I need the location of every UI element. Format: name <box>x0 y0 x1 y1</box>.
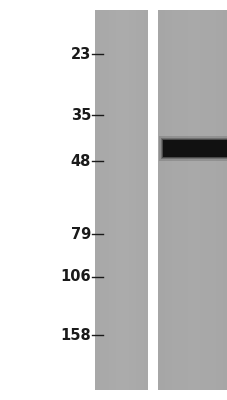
Bar <box>95 10 147 390</box>
Bar <box>208 10 211 390</box>
Bar <box>192 10 195 390</box>
Text: 23: 23 <box>70 46 91 62</box>
Bar <box>169 10 171 390</box>
Bar <box>222 10 225 390</box>
Bar <box>161 139 227 158</box>
Bar <box>103 10 105 390</box>
Bar <box>107 10 109 390</box>
Bar <box>138 10 140 390</box>
Bar <box>185 10 188 390</box>
Bar <box>100 10 102 390</box>
Bar <box>171 10 174 390</box>
Text: 35: 35 <box>70 108 91 123</box>
Bar <box>114 10 116 390</box>
Bar <box>215 10 218 390</box>
Bar <box>174 10 176 390</box>
Bar <box>105 10 107 390</box>
Bar <box>197 10 199 390</box>
Bar <box>206 10 208 390</box>
Bar <box>162 10 164 390</box>
Bar <box>157 10 160 390</box>
Text: 106: 106 <box>60 270 91 284</box>
Bar <box>218 10 220 390</box>
Bar <box>96 10 98 390</box>
Bar <box>158 136 227 161</box>
Bar <box>95 10 96 390</box>
Bar <box>121 10 123 390</box>
Bar <box>160 10 162 390</box>
Bar <box>164 10 167 390</box>
Text: 158: 158 <box>60 328 91 343</box>
Bar <box>146 10 147 390</box>
Bar <box>109 10 110 390</box>
Text: 48: 48 <box>70 154 91 169</box>
Bar <box>135 10 137 390</box>
Bar <box>112 10 114 390</box>
Bar <box>144 10 146 390</box>
Bar <box>116 10 117 390</box>
Bar <box>110 10 112 390</box>
Bar <box>183 10 185 390</box>
Bar <box>102 10 103 390</box>
Text: 79: 79 <box>70 227 91 242</box>
Bar <box>117 10 119 390</box>
Bar <box>199 10 201 390</box>
Bar <box>190 10 192 390</box>
Bar <box>195 10 197 390</box>
Bar <box>160 138 227 159</box>
Bar <box>131 10 133 390</box>
Bar <box>188 10 190 390</box>
Bar <box>225 10 227 390</box>
Bar <box>128 10 130 390</box>
Bar <box>119 10 121 390</box>
Bar <box>201 10 204 390</box>
Bar <box>126 10 128 390</box>
Bar <box>123 10 124 390</box>
Bar <box>157 10 227 390</box>
Bar <box>147 10 157 390</box>
Bar <box>133 10 135 390</box>
Bar <box>178 10 180 390</box>
Bar <box>162 140 227 157</box>
Bar <box>140 10 142 390</box>
Bar <box>98 10 100 390</box>
Bar <box>130 10 131 390</box>
Bar <box>137 10 138 390</box>
Bar <box>167 10 169 390</box>
Bar <box>180 10 183 390</box>
Bar <box>213 10 215 390</box>
Bar <box>142 10 144 390</box>
Bar <box>204 10 206 390</box>
Bar <box>220 10 222 390</box>
Bar <box>176 10 178 390</box>
Bar <box>211 10 213 390</box>
Bar <box>124 10 126 390</box>
